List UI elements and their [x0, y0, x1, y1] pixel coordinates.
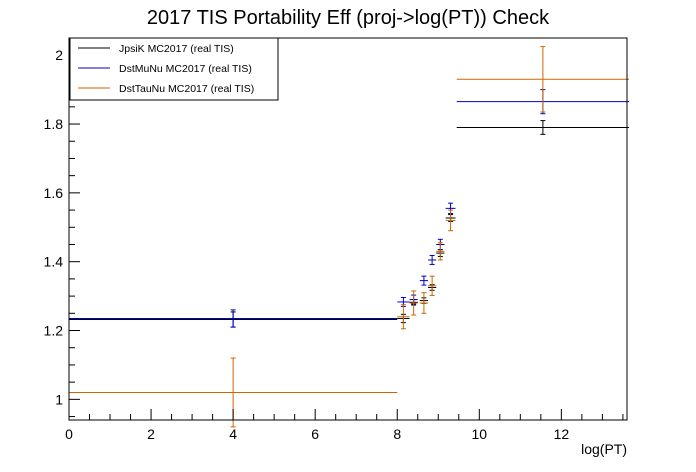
y-tick-label: 2 [55, 47, 63, 63]
plot-area [69, 46, 630, 428]
legend: JpsiK MC2017 (real TIS) DstMuNu MC2017 (r… [69, 37, 279, 101]
x-tick-label: 2 [147, 426, 155, 442]
chart-title: 2017 TIS Portability Eff (proj->log(PT))… [147, 7, 550, 29]
x-tick-label: 4 [229, 426, 237, 442]
x-tick-label: 0 [65, 426, 73, 442]
data-point [428, 275, 437, 296]
y-tick-label: 1.2 [44, 323, 64, 339]
data-point [456, 46, 630, 113]
data-point [69, 309, 398, 328]
y-tick-label: 1 [55, 391, 63, 407]
data-point [419, 292, 429, 314]
y-tick-label: 1.6 [44, 185, 64, 201]
x-tick-label: 8 [393, 426, 401, 442]
legend-entry: JpsiK MC2017 (real TIS) [119, 43, 234, 55]
data-point [419, 275, 429, 286]
legend-entry: DstMuNu MC2017 (real TIS) [119, 63, 252, 75]
series-1 [69, 120, 630, 328]
x-tick-label: 12 [554, 426, 570, 442]
x-axis-label: log(PT) [581, 441, 627, 457]
series-2 [69, 89, 630, 328]
data-point [445, 209, 456, 232]
plot-frame [68, 37, 628, 421]
data-point [436, 242, 445, 261]
y-tick-label: 1.8 [44, 116, 64, 132]
x-tick-label: 10 [472, 426, 488, 442]
legend-entry: DstTauNu MC2017 (real TIS) [119, 83, 254, 95]
data-point [397, 304, 410, 330]
data-point [409, 290, 418, 316]
data-point [428, 254, 437, 265]
x-tick-label: 6 [311, 426, 319, 442]
data-point [456, 120, 630, 135]
y-tick-label: 1.4 [44, 254, 64, 270]
axes: 0 2 4 6 8 10 12 1 1.2 1.4 1.6 1.8 2 [44, 37, 628, 442]
series-3 [69, 46, 630, 428]
